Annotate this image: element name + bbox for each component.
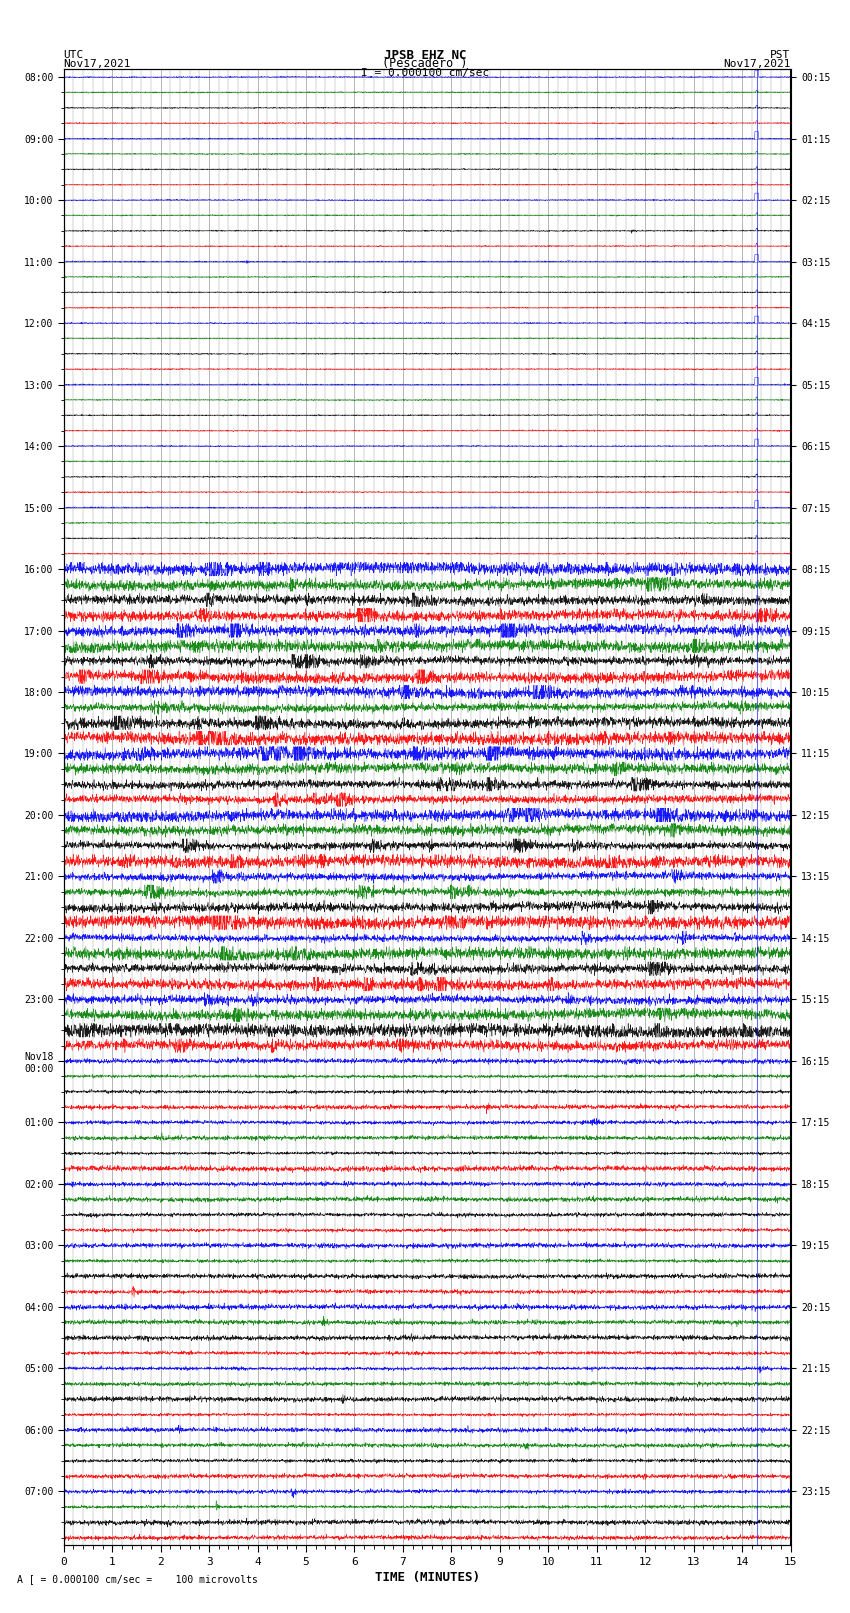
X-axis label: TIME (MINUTES): TIME (MINUTES) (375, 1571, 479, 1584)
Text: I = 0.000100 cm/sec: I = 0.000100 cm/sec (361, 68, 489, 77)
Text: A [ = 0.000100 cm/sec =    100 microvolts: A [ = 0.000100 cm/sec = 100 microvolts (17, 1574, 258, 1584)
Text: JPSB EHZ NC: JPSB EHZ NC (383, 48, 467, 63)
Text: PST: PST (770, 50, 790, 60)
Text: UTC: UTC (64, 50, 84, 60)
Text: (Pescadero ): (Pescadero ) (382, 56, 468, 71)
Text: Nov17,2021: Nov17,2021 (723, 60, 791, 69)
Text: Nov17,2021: Nov17,2021 (64, 60, 131, 69)
